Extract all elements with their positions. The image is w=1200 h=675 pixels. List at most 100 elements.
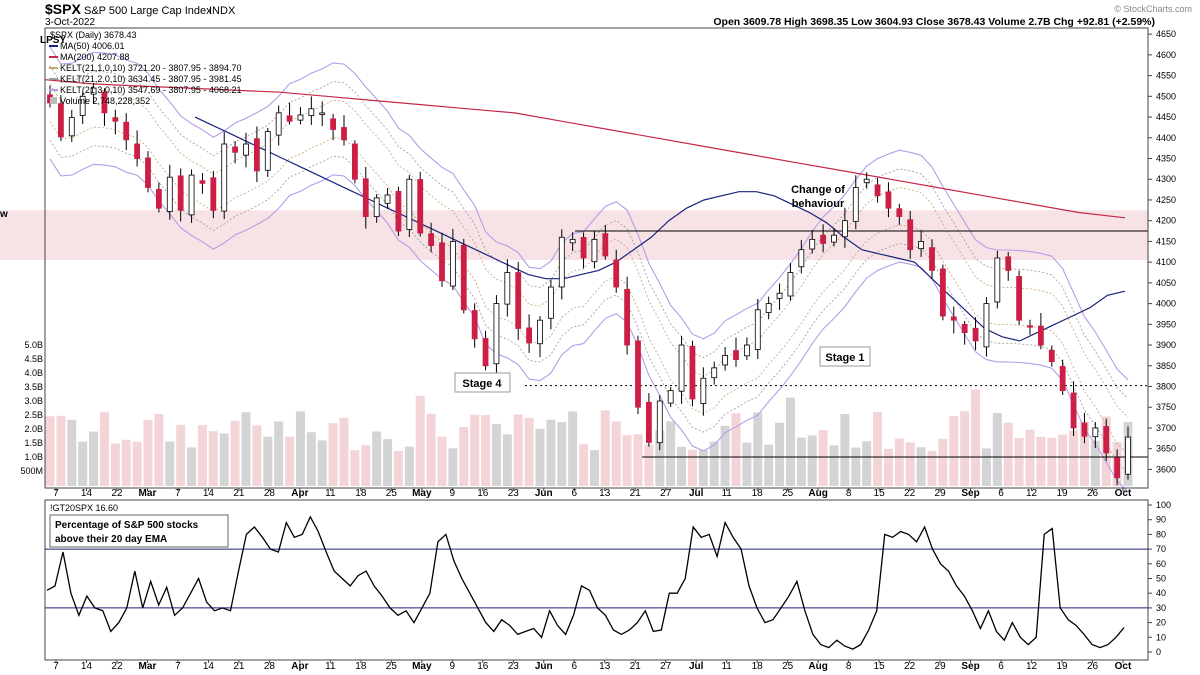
- candle-body: [547, 286, 554, 319]
- volume-bar: [154, 413, 164, 486]
- legend-kelt2: KELT(21,2.0,10) 3634.45 - 3807.95 - 3981…: [60, 74, 241, 84]
- candle-body: [79, 95, 86, 116]
- x-tick-label: 27: [660, 661, 672, 672]
- candle-body: [874, 184, 881, 197]
- x-tick-label: 14: [81, 488, 93, 499]
- volume-bars: [45, 389, 1133, 486]
- price-tick-label: 4200: [1156, 216, 1176, 226]
- candle-body: [733, 350, 739, 360]
- stage1-box: [819, 346, 871, 367]
- volume-tick-label: 500M: [20, 466, 43, 476]
- volume-bar: [132, 441, 142, 486]
- candle-body: [341, 127, 347, 141]
- volume-tick-label: 5.0B: [24, 340, 43, 350]
- candle-body: [994, 257, 1001, 303]
- x-tick-label: 8: [846, 661, 852, 672]
- volume-bar: [927, 450, 937, 486]
- candle-body: [939, 268, 946, 317]
- candle-body: [297, 114, 304, 121]
- candle-body: [199, 180, 206, 184]
- volume-bar: [404, 446, 414, 486]
- x-tick-label: 22: [904, 661, 916, 672]
- volume-bar: [633, 434, 643, 486]
- x-tick-label: 14: [203, 661, 215, 672]
- volume-tick-label: 4.0B: [24, 368, 43, 378]
- candle-body: [362, 178, 369, 217]
- volume-bar: [448, 448, 458, 486]
- x-tick-label: 13: [599, 661, 611, 672]
- x-tick-label: 22: [111, 661, 123, 672]
- x-tick-label: Sep: [961, 661, 979, 672]
- x-tick-label: 25: [386, 661, 398, 672]
- kelt3-upper: [49, 46, 1129, 381]
- x-tick-label: 9: [450, 488, 456, 499]
- candle-body: [275, 112, 282, 136]
- candle-body: [68, 117, 75, 137]
- x-tick-label: 16: [477, 488, 489, 499]
- candle-body: [57, 103, 64, 138]
- x-tick-label: 7: [53, 488, 59, 499]
- x-tick-label: 23: [508, 488, 520, 499]
- x-tick-label: 6: [571, 661, 577, 672]
- x-tick-label: 14: [81, 661, 93, 672]
- indicator-title: !GT20SPX 16.60: [50, 503, 118, 513]
- candle-body: [1048, 349, 1055, 363]
- breadth-line: [46, 515, 1125, 650]
- x-tick-label: 6: [571, 488, 577, 499]
- candle-body: [373, 197, 380, 218]
- legend-price: $SPX (Daily) 3678.43: [50, 30, 137, 40]
- x-tick-label: 19: [1056, 661, 1068, 672]
- candle-body: [384, 194, 391, 204]
- candle-body: [449, 241, 456, 287]
- candle-body: [351, 143, 358, 180]
- x-tick-label: Mar: [139, 661, 157, 672]
- price-stub: LPSY: [40, 35, 66, 46]
- x-tick-label: 16: [477, 661, 489, 672]
- candle-body: [635, 340, 641, 408]
- volume-bar: [350, 450, 360, 486]
- candle-body: [667, 390, 674, 404]
- volume-bar: [89, 431, 99, 486]
- x-tick-label: Oct: [1115, 661, 1132, 672]
- volume-bar: [883, 448, 893, 486]
- candle-body: [166, 176, 173, 212]
- x-tick-label: 26: [1087, 488, 1099, 499]
- x-tick-label: Mar: [139, 488, 157, 499]
- candle-body: [417, 179, 424, 234]
- volume-bar: [165, 441, 175, 486]
- chart-date: 3-Oct-2022: [45, 17, 95, 28]
- candle-body: [972, 327, 979, 342]
- moving-averages: [44, 79, 1126, 342]
- candle-body: [743, 344, 750, 357]
- annotation-change-1: Change of: [791, 184, 845, 196]
- horizontal-levels: [525, 230, 1148, 458]
- volume-bar: [709, 441, 719, 486]
- volume-bar: [415, 395, 425, 486]
- volume-bar: [622, 435, 632, 486]
- volume-bar: [600, 410, 610, 486]
- legend-ma50: MA(50) 4006.01: [60, 41, 125, 51]
- candle-body: [112, 117, 119, 122]
- price-tick-label: 3950: [1156, 319, 1176, 329]
- volume-bar: [546, 419, 556, 486]
- volume-bar: [1090, 440, 1100, 486]
- price-tick-label: 4300: [1156, 174, 1176, 184]
- volume-bar: [655, 430, 665, 486]
- x-tick-label: 25: [782, 488, 794, 499]
- volume-bar: [981, 448, 991, 486]
- x-tick-label: 14: [203, 488, 215, 499]
- zone-label-fragment: w: [0, 209, 8, 220]
- exchange: INDX: [209, 5, 236, 17]
- candle-body: [177, 175, 184, 211]
- volume-bar: [481, 415, 491, 486]
- indicator-y-axis: 0 10 20 30 40 50 60 70 80 90 100: [1148, 500, 1171, 657]
- x-tick-label: Jun: [535, 661, 553, 672]
- volume-tick-label: 1.5B: [24, 438, 43, 448]
- volume-bar: [775, 422, 785, 486]
- candle-body: [580, 236, 587, 259]
- x-tick-label: 21: [233, 488, 245, 499]
- volume-bar: [611, 421, 621, 486]
- candle-body: [558, 236, 565, 288]
- legend-ma200: MA(200) 4207.88: [60, 52, 130, 62]
